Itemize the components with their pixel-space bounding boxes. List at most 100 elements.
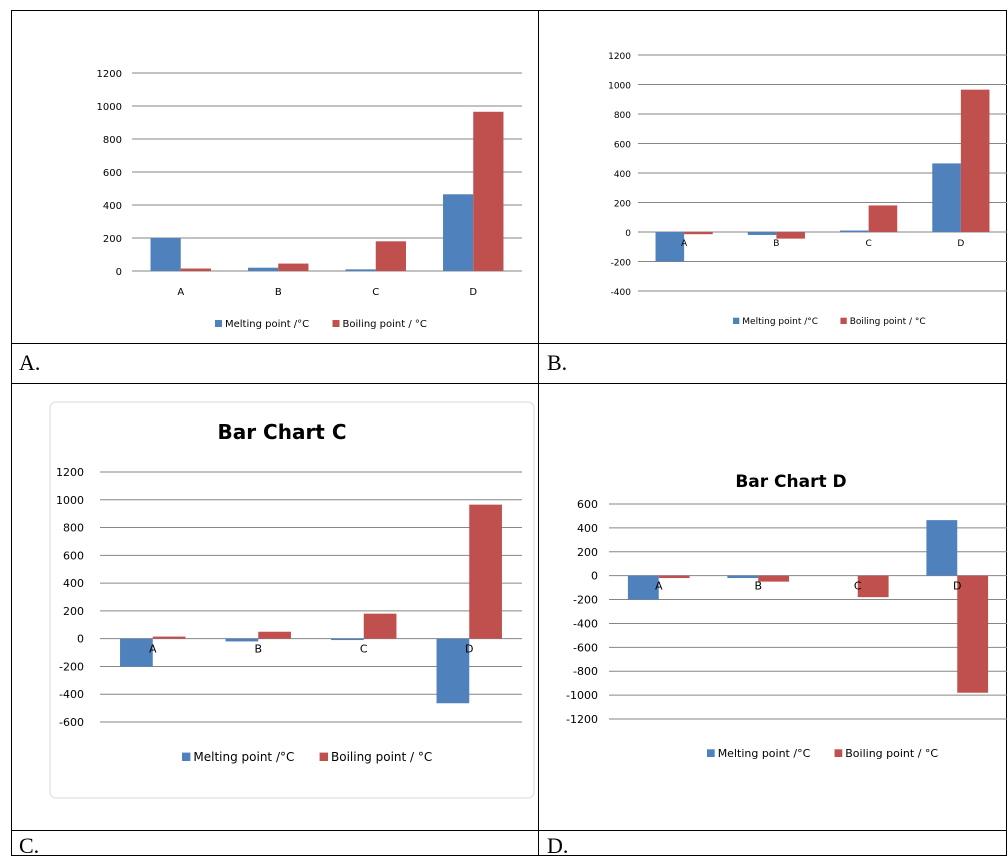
legend-swatch-boiling bbox=[319, 752, 328, 761]
category-label: C bbox=[360, 643, 368, 656]
category-label: C bbox=[865, 239, 871, 249]
melting-point-bar bbox=[225, 638, 259, 642]
y-tick-label: -200 bbox=[611, 259, 632, 269]
y-tick-label: 0 bbox=[116, 267, 122, 278]
y-tick-label: 400 bbox=[614, 170, 631, 180]
legend-label: Melting point /°C bbox=[193, 750, 294, 764]
chart-c: Bar Chart C -600 -400 -200 0 200 400 600 800 1000… bbox=[49, 401, 535, 799]
y-tick-label: 0 bbox=[625, 229, 631, 239]
legend-swatch-boiling bbox=[332, 320, 340, 327]
boiling-point-bar bbox=[957, 575, 989, 693]
melting-point-bar bbox=[932, 163, 961, 232]
y-tick-label: -400 bbox=[59, 688, 84, 701]
y-tick-label: 800 bbox=[103, 135, 122, 146]
boiling-point-bar bbox=[363, 613, 397, 639]
y-tick-label: 200 bbox=[63, 605, 84, 618]
melting-point-bar bbox=[627, 575, 659, 600]
melting-point-bar bbox=[926, 520, 958, 576]
legend-swatch-melting bbox=[182, 752, 191, 761]
category-label: B bbox=[254, 643, 262, 656]
melting-point-bar bbox=[345, 269, 376, 271]
melting-point-bar bbox=[120, 638, 153, 667]
boiling-point-bar bbox=[469, 504, 502, 639]
y-tick-label: -600 bbox=[59, 716, 84, 729]
melting-point-bar bbox=[331, 638, 364, 641]
category-label: B bbox=[754, 580, 762, 593]
table-divider-vertical bbox=[538, 10, 539, 856]
melting-point-bar bbox=[248, 267, 279, 271]
chart-title: Bar Chart C bbox=[217, 420, 346, 444]
legend-swatch-melting bbox=[707, 749, 715, 757]
category-label: D bbox=[469, 287, 477, 298]
table-divider-row2 bbox=[11, 383, 1007, 384]
melting-point-bar bbox=[436, 638, 470, 704]
boiling-point-bar bbox=[473, 111, 504, 272]
y-tick-label: 600 bbox=[63, 549, 84, 562]
y-tick-label: -400 bbox=[611, 288, 632, 298]
category-label: D bbox=[465, 643, 473, 656]
legend-label: Melting point /°C bbox=[742, 317, 818, 327]
y-tick-label: 400 bbox=[577, 522, 598, 535]
boiling-point-bar bbox=[758, 575, 790, 582]
category-label: C bbox=[854, 580, 862, 593]
chart-title: Bar Chart D bbox=[735, 472, 846, 492]
y-tick-label: 200 bbox=[614, 200, 631, 210]
option-label-d: D. bbox=[547, 833, 569, 858]
boiling-point-bar bbox=[375, 241, 406, 271]
y-tick-label: 200 bbox=[103, 234, 122, 245]
boiling-point-bar bbox=[278, 263, 309, 271]
option-label-c: C. bbox=[19, 833, 40, 858]
legend-swatch-boiling bbox=[834, 749, 843, 757]
boiling-point-bar bbox=[658, 575, 690, 579]
table-divider-row1 bbox=[11, 343, 1007, 344]
y-tick-label: -1000 bbox=[566, 689, 598, 702]
y-tick-label: 1200 bbox=[608, 52, 631, 62]
y-tick-label: -200 bbox=[573, 594, 598, 607]
boiling-point-bar bbox=[180, 268, 211, 271]
chart-cell-a: 0 200 400 600 800 1000 1200 A B C D Melting point /… bbox=[12, 11, 538, 343]
y-tick-label: 1000 bbox=[97, 102, 122, 113]
y-tick-label: -1200 bbox=[566, 713, 598, 726]
melting-point-bar bbox=[150, 238, 181, 271]
category-label: B bbox=[773, 239, 779, 249]
chart-cell-c: Bar Chart C -600 -400 -200 0 200 400 600 800 1000… bbox=[12, 384, 538, 830]
y-tick-label: 0 bbox=[591, 570, 598, 583]
y-tick-label: 400 bbox=[63, 577, 84, 590]
legend-swatch-melting bbox=[215, 320, 222, 327]
y-tick-label: 600 bbox=[577, 498, 598, 511]
y-tick-label: -200 bbox=[59, 660, 84, 673]
boiling-point-bar bbox=[776, 232, 805, 239]
melting-point-bar bbox=[840, 230, 869, 232]
boiling-point-bar bbox=[868, 205, 898, 232]
legend-label: Melting point /°C bbox=[718, 747, 811, 760]
category-label: C bbox=[372, 287, 379, 298]
chart-cell-b: -400 -200 0 200 400 600 800 1000 1200 A B C D Melting… bbox=[539, 11, 1007, 343]
y-tick-label: -800 bbox=[573, 665, 598, 678]
option-label-b: B. bbox=[547, 350, 568, 375]
legend-label: Boiling point / °C bbox=[343, 319, 427, 330]
y-tick-label: -400 bbox=[573, 617, 598, 630]
y-tick-label: 400 bbox=[103, 201, 122, 212]
chart-frame bbox=[49, 401, 535, 799]
chart-cell-d: Bar Chart D -1200 -1000 -800 -600 -400 -200 0 20… bbox=[539, 384, 1007, 830]
melting-point-bar bbox=[727, 575, 759, 579]
y-tick-label: 1000 bbox=[608, 82, 631, 92]
category-label: A bbox=[681, 239, 688, 249]
melting-point-bar bbox=[443, 194, 474, 271]
option-label-a: A. bbox=[19, 350, 41, 375]
y-tick-label: 1200 bbox=[97, 69, 122, 80]
legend-label: Boiling point / °C bbox=[845, 747, 938, 760]
category-label: B bbox=[275, 287, 282, 298]
y-tick-label: 1200 bbox=[56, 466, 84, 479]
boiling-point-bar bbox=[960, 89, 990, 232]
category-label: D bbox=[953, 580, 961, 593]
chart-b: -400 -200 0 200 400 600 800 1000 1200 A B C D Melting… bbox=[608, 52, 1007, 327]
y-tick-label: 800 bbox=[63, 522, 84, 535]
y-tick-label: 0 bbox=[77, 633, 84, 646]
melting-point-bar bbox=[655, 232, 685, 262]
y-tick-label: 600 bbox=[614, 141, 631, 151]
chart-a: 0 200 400 600 800 1000 1200 A B C D Melting point /… bbox=[97, 69, 522, 330]
y-tick-label: 1000 bbox=[56, 494, 84, 507]
y-tick-label: 600 bbox=[103, 168, 122, 179]
boiling-point-bar bbox=[152, 636, 186, 639]
